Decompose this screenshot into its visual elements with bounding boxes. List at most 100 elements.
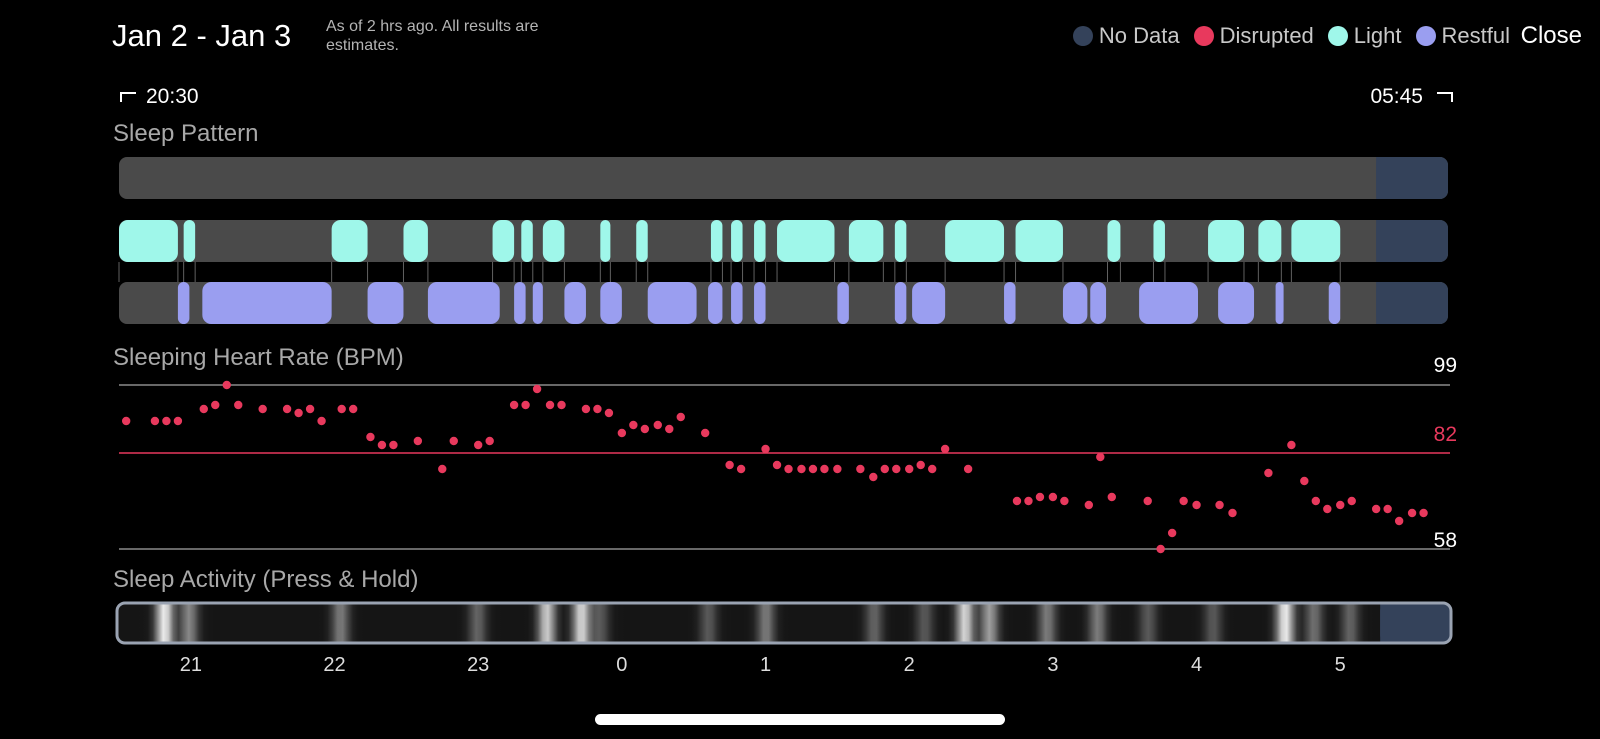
disrupted-track xyxy=(119,157,1448,199)
restful-segment xyxy=(1090,282,1107,324)
hr-point xyxy=(1264,468,1273,478)
activity-no-data-edge xyxy=(1380,603,1391,643)
end-time: 05:45 xyxy=(1370,85,1453,109)
hr-point xyxy=(869,472,878,482)
light-segment xyxy=(1291,220,1341,262)
restful-segment xyxy=(514,282,526,324)
range-start-bracket-icon xyxy=(120,92,136,103)
restful-segment xyxy=(1004,282,1016,324)
hr-point xyxy=(211,400,220,410)
light-segment xyxy=(600,220,611,262)
hr-point xyxy=(557,400,566,410)
light-no-data-edge xyxy=(1376,220,1387,262)
legend-dot-disrupted xyxy=(1193,26,1214,46)
hr-point xyxy=(856,464,865,474)
light-segment xyxy=(1107,220,1121,262)
disrupted-no-data-edge xyxy=(1376,157,1387,199)
restful-segment xyxy=(912,282,946,324)
restful-no-data-edge xyxy=(1376,282,1387,324)
close-button[interactable]: Close xyxy=(1520,22,1582,49)
hr-point xyxy=(337,404,346,414)
hr-point xyxy=(916,460,925,470)
hr-point xyxy=(317,416,326,426)
hr-point xyxy=(1192,500,1201,510)
hr-point xyxy=(234,400,243,410)
hr-point xyxy=(377,440,387,450)
hr-point xyxy=(1084,500,1094,510)
hr-point xyxy=(1143,496,1152,506)
hr-point xyxy=(305,404,315,414)
sleep-pattern-chart xyxy=(118,157,1448,324)
hr-point xyxy=(121,416,131,426)
hr-point xyxy=(928,464,937,474)
restful-segment xyxy=(647,282,697,324)
restful-segment xyxy=(532,282,543,324)
light-segment xyxy=(894,220,907,262)
legend-label: Light xyxy=(1353,23,1402,48)
hr-point xyxy=(700,428,710,438)
hr-point xyxy=(665,424,674,434)
end-time-label: 05:45 xyxy=(1370,85,1423,108)
time-tick-label: 5 xyxy=(1334,654,1346,676)
hr-point xyxy=(389,440,398,450)
hr-point xyxy=(604,408,614,418)
hr-point xyxy=(545,400,555,410)
restful-segment xyxy=(427,282,500,324)
restful-segment xyxy=(708,282,723,324)
home-indicator[interactable] xyxy=(595,714,1005,725)
hr-point xyxy=(1407,508,1417,518)
hr-point xyxy=(905,464,914,474)
hr-point xyxy=(1300,476,1309,486)
hr-point xyxy=(820,464,829,474)
hr-point xyxy=(963,464,973,474)
hr-point xyxy=(348,404,358,414)
hr-point xyxy=(282,404,292,414)
light-segment xyxy=(636,220,648,262)
hr-point xyxy=(1024,496,1033,506)
light-segment xyxy=(731,220,743,262)
light-segment xyxy=(119,220,178,262)
legend-dot-restful xyxy=(1415,26,1436,46)
hr-point xyxy=(808,464,818,474)
hr-point xyxy=(1394,516,1404,526)
sleep-activity-strip[interactable] xyxy=(115,601,1453,645)
heart-rate-title: Sleeping Heart Rate (BPM) xyxy=(113,344,404,371)
legend-label: Restful xyxy=(1441,23,1510,48)
restful-segment xyxy=(837,282,849,324)
light-segment xyxy=(848,220,884,262)
restful-segment xyxy=(1275,282,1284,324)
sleep-pattern-title: Sleep Pattern xyxy=(113,120,259,147)
hr-point xyxy=(629,420,638,430)
hr-point xyxy=(640,424,650,434)
legend-item-disrupted: Disrupted xyxy=(1193,23,1314,49)
hr-point xyxy=(485,436,494,446)
hr-point xyxy=(1347,496,1356,506)
hr-point xyxy=(532,384,542,394)
hr-point xyxy=(940,444,950,454)
estimate-note: As of 2 hrs ago. All results are estimat… xyxy=(326,18,539,54)
hr-point xyxy=(1167,528,1177,538)
restful-segment xyxy=(754,282,766,324)
hr-point xyxy=(473,440,483,450)
time-tick-label: 4 xyxy=(1191,654,1203,676)
legend-item-no-data: No Data xyxy=(1072,23,1180,49)
hr-point xyxy=(1096,452,1105,462)
activity-heat-strip xyxy=(117,603,1451,643)
hr-point xyxy=(1048,492,1058,502)
time-tick-label: 3 xyxy=(1047,654,1059,676)
hr-point xyxy=(1371,504,1381,514)
legend-label: Disrupted xyxy=(1219,23,1314,48)
hr-point xyxy=(521,400,530,410)
restful-segment xyxy=(1218,282,1255,324)
hr-point xyxy=(413,436,423,446)
light-segment xyxy=(945,220,1005,262)
hr-point xyxy=(449,436,458,446)
hr-point xyxy=(772,460,782,470)
date-range-title: Jan 2 - Jan 3 xyxy=(112,18,292,53)
light-segment xyxy=(403,220,428,262)
activity-title: Sleep Activity (Press & Hold) xyxy=(113,566,419,593)
hr-point xyxy=(617,428,627,438)
legend-item-restful: Restful xyxy=(1415,23,1510,49)
hr-point xyxy=(880,464,889,474)
